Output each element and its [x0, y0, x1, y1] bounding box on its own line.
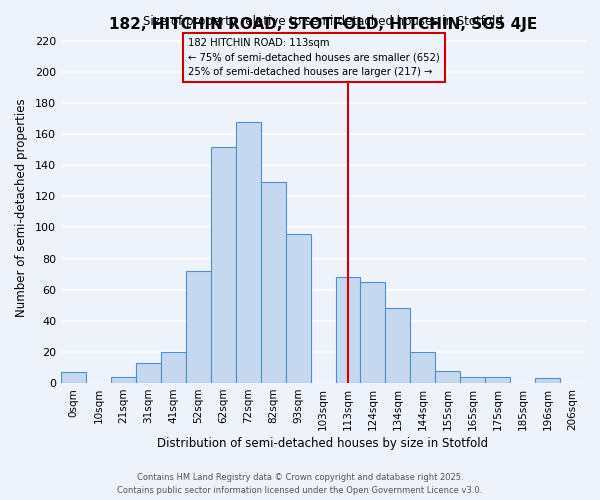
Bar [260, 182, 286, 383]
Text: Contains HM Land Registry data © Crown copyright and database right 2025.
Contai: Contains HM Land Registry data © Crown c… [118, 474, 482, 495]
Bar [410, 352, 436, 383]
Bar [436, 370, 460, 383]
Bar [535, 378, 560, 383]
Bar [111, 377, 136, 383]
Bar [61, 372, 86, 383]
Bar [161, 352, 186, 383]
Bar [335, 278, 361, 383]
Text: 182 HITCHIN ROAD: 113sqm
← 75% of semi-detached houses are smaller (652)
25% of : 182 HITCHIN ROAD: 113sqm ← 75% of semi-d… [188, 38, 440, 78]
Bar [211, 146, 236, 383]
Bar [286, 234, 311, 383]
X-axis label: Distribution of semi-detached houses by size in Stotfold: Distribution of semi-detached houses by … [157, 437, 488, 450]
Bar [460, 377, 485, 383]
Bar [485, 377, 510, 383]
Bar [136, 363, 161, 383]
Y-axis label: Number of semi-detached properties: Number of semi-detached properties [15, 98, 28, 318]
Title: 182, HITCHIN ROAD, STOTFOLD, HITCHIN, SG5 4JE: 182, HITCHIN ROAD, STOTFOLD, HITCHIN, SG… [109, 17, 537, 32]
Bar [236, 122, 260, 383]
Bar [186, 271, 211, 383]
Bar [361, 282, 385, 383]
Bar [385, 308, 410, 383]
Text: Size of property relative to semi-detached houses in Stotfold: Size of property relative to semi-detach… [143, 16, 503, 28]
